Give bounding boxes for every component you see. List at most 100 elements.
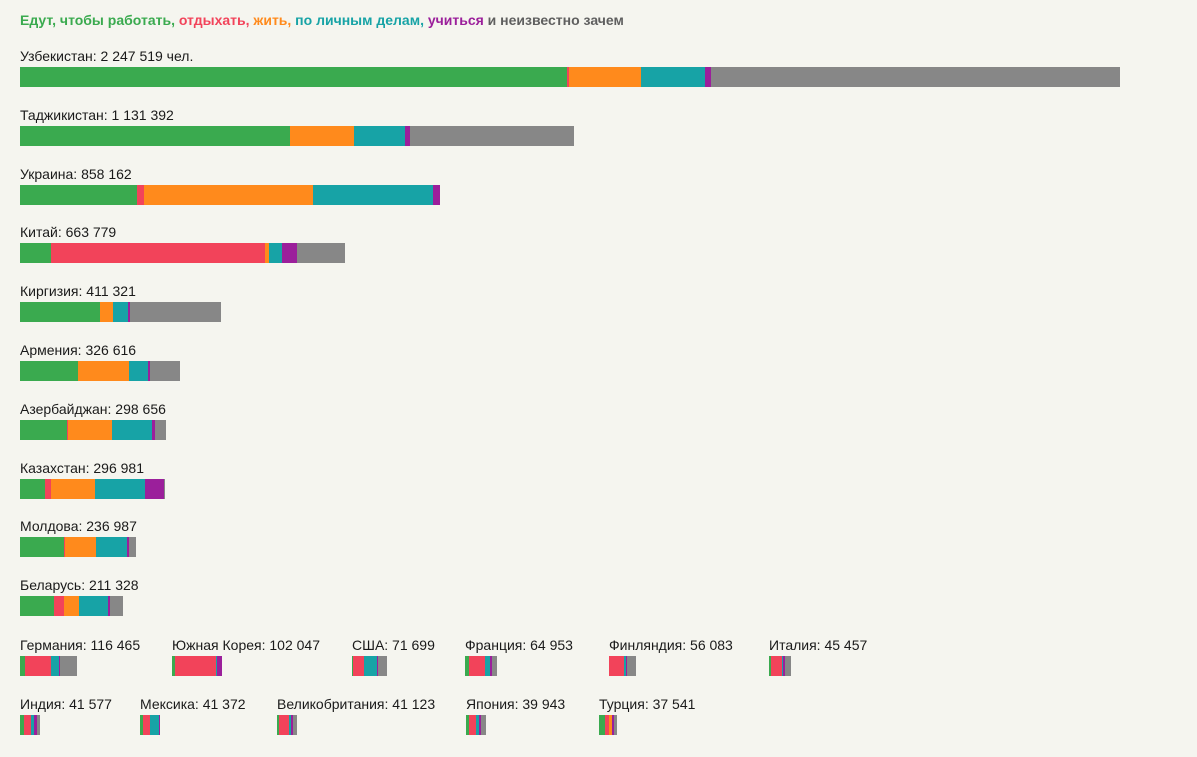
country-bar bbox=[20, 184, 440, 205]
bar-segment-study bbox=[611, 715, 614, 735]
bar-segment-unknown bbox=[480, 715, 486, 735]
bar-segment-live bbox=[609, 715, 612, 735]
bar-segment-personal bbox=[485, 656, 490, 676]
country-bar bbox=[20, 67, 1120, 87]
bar-segment-rest bbox=[63, 537, 65, 558]
bar-segment-rest bbox=[469, 656, 486, 676]
bar-segment-unknown bbox=[784, 656, 792, 676]
bar-segment-work bbox=[20, 184, 138, 205]
bar-segment-rest bbox=[566, 67, 569, 87]
bar-segment-work bbox=[140, 715, 144, 735]
country-label: Великобритания: 41 123 bbox=[277, 696, 436, 712]
bar-segment-study bbox=[433, 184, 440, 205]
bar-segment-personal bbox=[215, 656, 218, 676]
bar-segment-rest bbox=[66, 419, 68, 440]
bar-segment-rest bbox=[44, 478, 51, 499]
bar-segment-personal bbox=[112, 419, 153, 440]
bar-segment-live bbox=[290, 125, 354, 146]
bar-segment-live bbox=[568, 67, 642, 87]
bar-segment-work bbox=[20, 125, 291, 146]
bar-segment-study bbox=[291, 715, 294, 735]
bar-segment-live bbox=[64, 596, 80, 617]
bar-segment-rest bbox=[24, 715, 32, 735]
legend-work: Едут, чтобы работать, bbox=[20, 12, 175, 28]
bar-segment-live bbox=[78, 361, 129, 381]
country-label: Турция: 37 541 bbox=[599, 696, 696, 712]
bar-segment-rest bbox=[54, 596, 65, 617]
bar-segment-rest bbox=[24, 656, 51, 676]
bar-segment-personal bbox=[268, 243, 282, 264]
bar-segment-personal bbox=[31, 715, 35, 735]
bar-segment-personal bbox=[353, 125, 406, 146]
country-label: Таджикистан: 1 131 392 bbox=[20, 106, 174, 123]
bar-segment-live bbox=[50, 478, 96, 499]
country-label: Мексика: 41 372 bbox=[140, 696, 246, 712]
bar-segment-unknown bbox=[293, 715, 298, 735]
bar-segment-personal bbox=[150, 715, 160, 735]
chart-legend: Едут, чтобы работать, отдыхать, жить, по… bbox=[20, 12, 624, 28]
country-bar bbox=[277, 715, 298, 735]
bar-segment-unknown bbox=[128, 537, 136, 558]
country-label: Финляндия: 56 083 bbox=[609, 637, 733, 653]
bar-segment-unknown bbox=[296, 243, 345, 264]
country-bar bbox=[20, 596, 124, 617]
bar-segment-personal bbox=[363, 656, 377, 676]
country-bar bbox=[466, 715, 486, 735]
bar-segment-study bbox=[152, 419, 156, 440]
bar-segment-rest bbox=[609, 656, 625, 676]
bar-segment-study bbox=[58, 656, 60, 676]
bar-segment-live bbox=[100, 302, 113, 323]
bar-segment-study bbox=[489, 656, 492, 676]
bar-segment-personal bbox=[475, 715, 479, 735]
country-label: США: 71 699 bbox=[352, 637, 435, 653]
country-bar bbox=[352, 656, 388, 676]
bar-segment-work bbox=[352, 656, 353, 676]
bar-segment-unknown bbox=[613, 715, 618, 735]
bar-segment-work bbox=[20, 478, 45, 499]
bar-segment-unknown bbox=[409, 125, 574, 146]
bar-segment-study bbox=[705, 67, 711, 87]
country-label: Китай: 663 779 bbox=[20, 224, 117, 241]
country-label: Германия: 116 465 bbox=[20, 637, 141, 653]
legend-live: жить, bbox=[249, 12, 292, 28]
bar-segment-live bbox=[264, 243, 269, 264]
bar-segment-work bbox=[20, 715, 25, 735]
bar-segment-personal bbox=[641, 67, 706, 87]
bar-segment-unknown bbox=[155, 419, 167, 440]
bar-segment-study bbox=[405, 125, 410, 146]
legend-rest: отдыхать, bbox=[174, 12, 250, 28]
bar-segment-work bbox=[20, 302, 101, 323]
bar-segment-unknown bbox=[710, 67, 1120, 87]
bar-segment-personal bbox=[289, 715, 292, 735]
legend-study: учиться bbox=[423, 12, 484, 28]
bar-segment-live bbox=[64, 537, 96, 558]
bar-segment-work bbox=[20, 656, 25, 676]
bar-segment-work bbox=[466, 715, 469, 735]
bar-segment-work bbox=[172, 656, 175, 676]
legend-unknown: и неизвестно зачем bbox=[483, 12, 624, 28]
country-bar bbox=[140, 715, 161, 735]
country-bar bbox=[465, 656, 497, 676]
bar-segment-study bbox=[144, 478, 164, 499]
bar-segment-rest bbox=[174, 656, 216, 676]
bar-segment-work bbox=[20, 419, 67, 440]
country-bar bbox=[20, 537, 136, 558]
country-bar bbox=[20, 419, 167, 440]
bar-segment-rest bbox=[468, 715, 476, 735]
bar-segment-personal bbox=[112, 302, 128, 323]
country-label: Украина: 858 162 bbox=[20, 165, 132, 182]
country-bar bbox=[20, 302, 222, 323]
bar-segment-unknown bbox=[37, 715, 41, 735]
bar-segment-work bbox=[20, 243, 52, 264]
country-bar bbox=[599, 715, 618, 735]
bar-segment-study bbox=[281, 243, 297, 264]
country-bar bbox=[609, 656, 637, 676]
bar-segment-study bbox=[34, 715, 38, 735]
bar-segment-rest bbox=[605, 715, 610, 735]
country-label: Беларусь: 211 328 bbox=[20, 577, 139, 594]
bar-segment-live bbox=[67, 419, 113, 440]
bar-segment-personal bbox=[312, 184, 434, 205]
bar-segment-unknown bbox=[59, 656, 77, 676]
bar-segment-study bbox=[478, 715, 481, 735]
bar-segment-study bbox=[217, 656, 222, 676]
